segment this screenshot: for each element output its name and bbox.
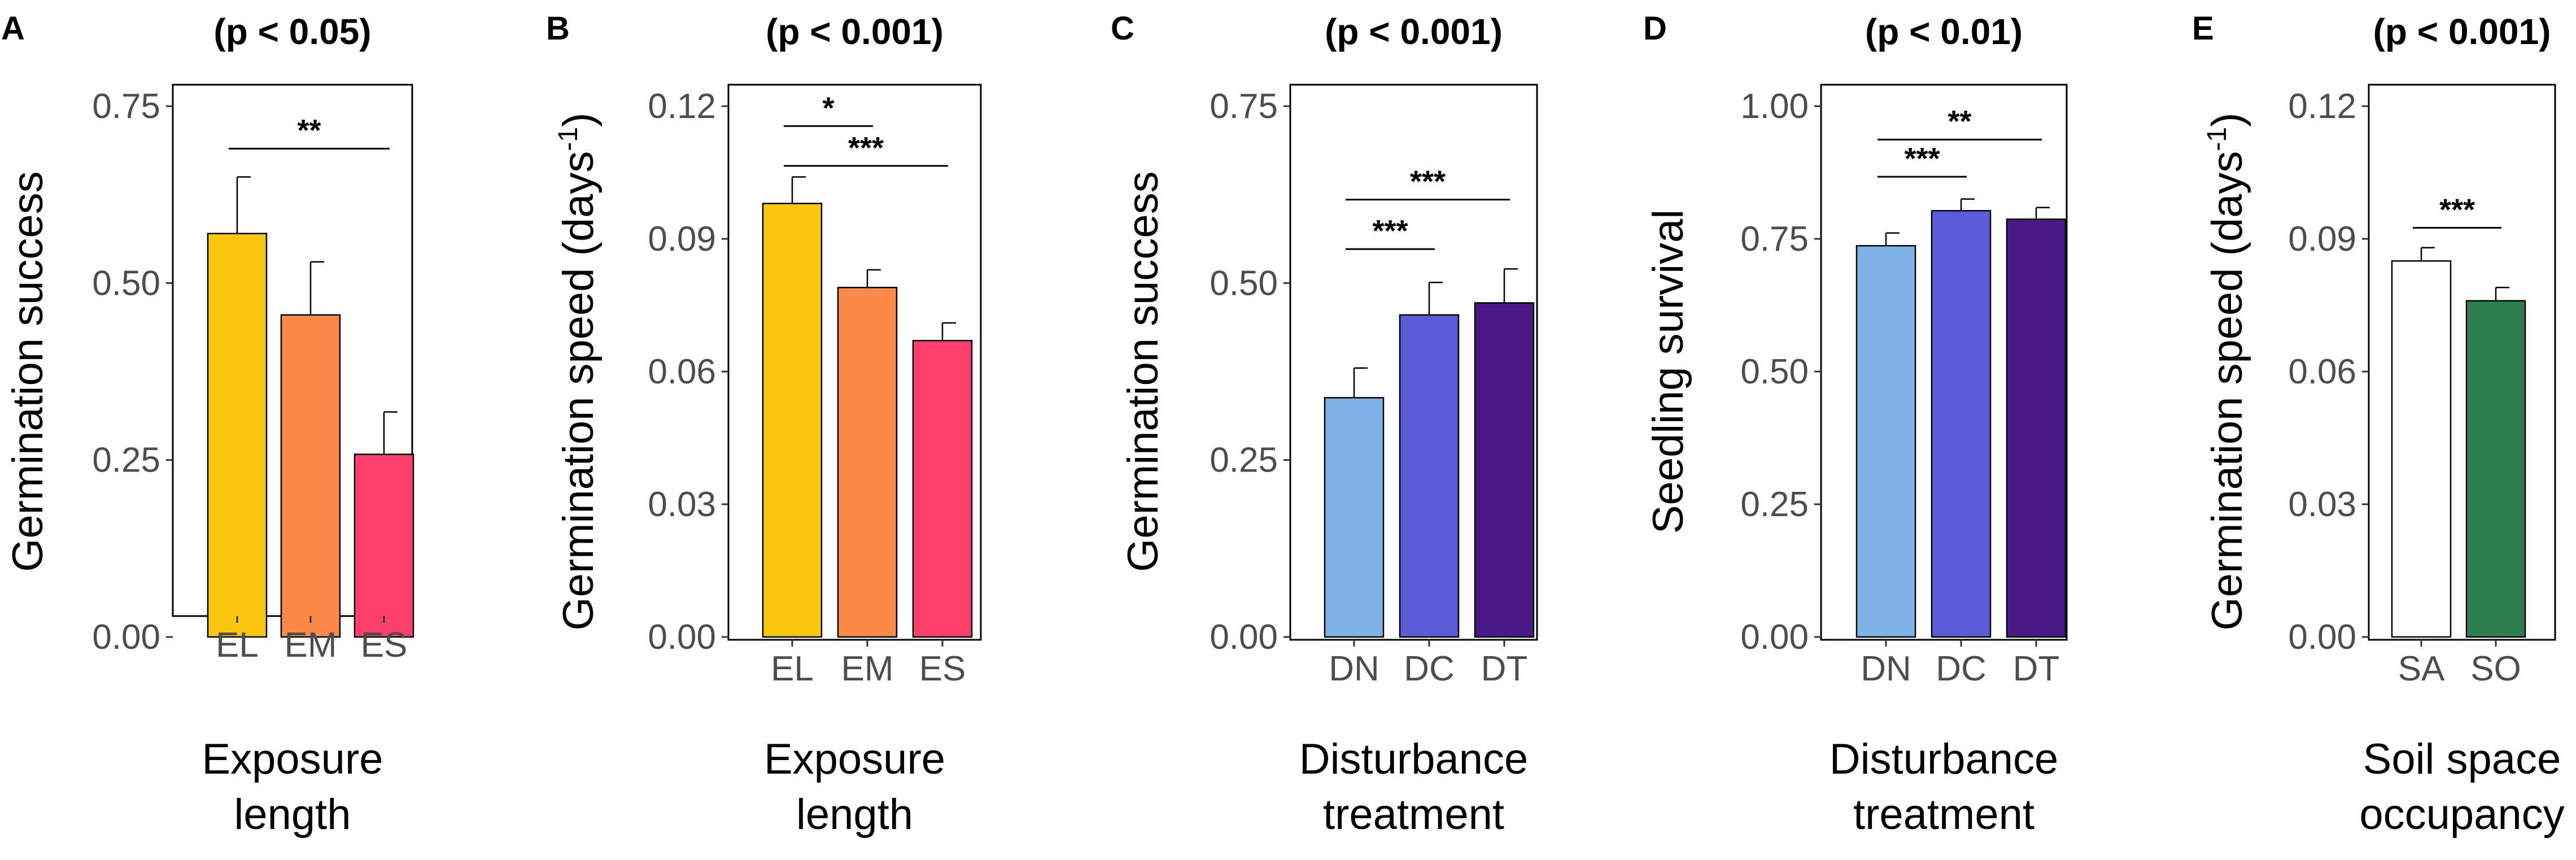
panel-letter: D [1643, 10, 1667, 47]
significance-label: *** [1372, 214, 1408, 248]
x-axis-title: length [234, 791, 351, 839]
bar-so [2465, 300, 2526, 638]
bar-dc [1931, 209, 1992, 638]
x-tick-label: SA [2398, 649, 2445, 688]
y-tick-label: 0.12 [648, 87, 716, 126]
y-tick-label: 0.00 [1210, 618, 1278, 657]
x-axis-title: Soil space [2363, 735, 2561, 783]
x-tick-label: DN [1861, 649, 1911, 688]
plot-frame [727, 84, 982, 641]
significance-label: *** [1904, 142, 1940, 176]
panel-e: E (p < 0.001) 0.00 0.03 0.06 0.09 0.12 SA SO *** S… [2192, 10, 2565, 839]
y-tick-label: 0.50 [1740, 352, 1809, 391]
y-tick-label: 0.75 [92, 87, 160, 126]
y-tick-label: 0.06 [648, 352, 716, 391]
bar-dn [1324, 397, 1385, 638]
y-tick-label: 0.00 [92, 618, 160, 657]
bar-dt [2006, 218, 2067, 638]
y-tick-label: 0.50 [92, 264, 160, 303]
bar-es [912, 339, 973, 638]
y-tick-label: 0.03 [648, 485, 716, 524]
y-axis-title: Germination speed (days-1) [2202, 112, 2251, 630]
panel-title: (p < 0.01) [1865, 11, 2023, 52]
panel-letter: E [2192, 10, 2214, 47]
x-tick-label: EM [285, 626, 337, 665]
y-axis-title: Germination speed (days-1) [553, 112, 602, 630]
x-tick-label: DC [1404, 649, 1455, 688]
x-axis-title: Disturbance [1299, 735, 1529, 783]
panel-title: (p < 0.001) [2373, 11, 2551, 52]
panel-letter: C [1111, 10, 1134, 47]
x-tick-label: ES [361, 626, 408, 665]
y-tick-label: 0.75 [1210, 87, 1278, 126]
bar-em [837, 286, 898, 638]
y-tick-label: 0.75 [1740, 220, 1809, 259]
x-tick-label: DT [1481, 649, 1528, 688]
y-tick-label: 0.06 [2288, 352, 2356, 391]
x-axis-title: treatment [1323, 791, 1504, 839]
panel-title: (p < 0.05) [213, 11, 371, 52]
x-axis-title: treatment [1853, 791, 2034, 839]
y-tick-label: 0.00 [1740, 618, 1809, 657]
y-axis-title: Germination success [1119, 171, 1167, 572]
panel-title: (p < 0.001) [1325, 11, 1503, 52]
plot-frame [1289, 84, 1538, 641]
y-axis-title: Germination success [4, 171, 52, 572]
x-tick-label: EM [841, 649, 894, 688]
y-tick-label: 0.09 [2288, 220, 2356, 259]
panel-d: D (p < 0.01) 0.00 0.25 0.50 0.75 1.00 DN DC DT ***… [1643, 10, 2068, 839]
x-axis-title: Exposure [764, 735, 945, 783]
significance-label: *** [1410, 164, 1446, 198]
x-tick-label: EL [216, 626, 259, 665]
x-tick-label: DN [1329, 649, 1379, 688]
y-tick-label: 0.09 [648, 220, 716, 259]
x-tick-label: ES [919, 649, 966, 688]
y-tick-label: 0.25 [1740, 485, 1809, 524]
bar-em [280, 314, 341, 638]
y-tick-label: 0.03 [2288, 485, 2356, 524]
panel-letter: A [1, 10, 25, 47]
y-tick-label: 1.00 [1740, 87, 1809, 126]
panel-a: A (p < 0.05) 0.00 0.25 0.50 0.75 EL EM ES ** Expos… [1, 10, 414, 839]
panel-letter: B [546, 10, 570, 47]
bar-dt [1474, 302, 1535, 638]
x-axis-title: Disturbance [1830, 735, 2059, 783]
significance-label: ** [1948, 104, 1971, 138]
bar-dc [1399, 314, 1460, 638]
significance-label: * [822, 91, 834, 125]
panel-c: C (p < 0.001) 0.00 0.25 0.50 0.75 DN DC DT ******… [1111, 10, 1538, 839]
x-axis-title: occupancy [2359, 791, 2564, 839]
plot-frame [1820, 84, 2068, 641]
x-tick-label: SO [2470, 649, 2521, 688]
significance-label: *** [848, 131, 884, 165]
significance-label: *** [2439, 193, 2475, 226]
x-axis-title: length [796, 791, 913, 839]
y-tick-label: 0.00 [648, 618, 716, 657]
significance-label: ** [297, 113, 321, 147]
y-tick-label: 0.25 [1210, 441, 1278, 480]
x-tick-label: DC [1936, 649, 1986, 688]
bar-dn [1855, 245, 1916, 638]
bar-el [762, 203, 823, 638]
panel-title: (p < 0.001) [766, 11, 944, 52]
y-tick-label: 0.25 [92, 441, 160, 480]
bar-sa [2391, 260, 2452, 638]
bar-es [353, 453, 414, 638]
y-tick-label: 0.50 [1210, 264, 1278, 303]
y-tick-label: 0.12 [2288, 87, 2356, 126]
y-tick-label: 0.00 [2288, 618, 2356, 657]
x-axis-title: Exposure [202, 735, 383, 783]
plot-frame [2368, 84, 2556, 641]
bar-el [207, 233, 268, 638]
y-axis-title: Seedling survival [1644, 209, 1692, 534]
x-tick-label: DT [2013, 649, 2060, 688]
x-tick-label: EL [771, 649, 814, 688]
